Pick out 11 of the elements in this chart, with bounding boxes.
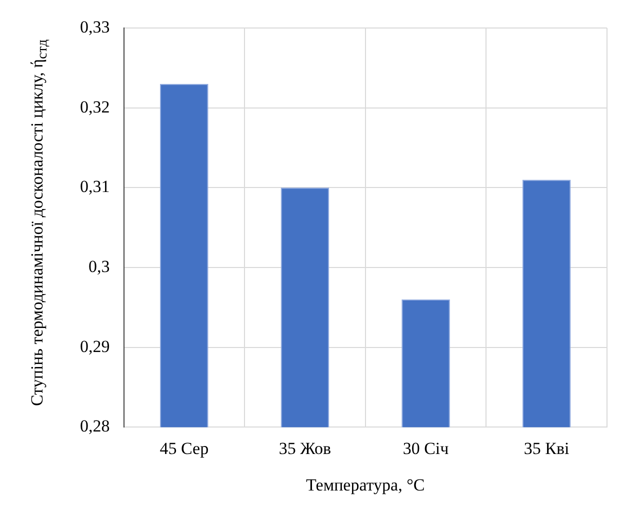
y-tick-label: 0,31	[80, 177, 110, 196]
x-axis-title: Температура, °C	[306, 475, 425, 494]
y-tick-label: 0,29	[80, 336, 110, 356]
y-tick-label: 0,32	[80, 97, 110, 116]
x-tick-label: 30 Січ	[402, 438, 450, 458]
x-tick-label: 35 Кві	[524, 438, 570, 458]
y-tick-label: 0,28	[80, 416, 110, 436]
y-tick-label: 0,33	[80, 17, 110, 36]
x-tick-label: 45 Сер	[160, 438, 209, 458]
x-tick-label: 35 Жов	[278, 438, 332, 458]
y-tick-label: 0,3	[88, 256, 110, 276]
